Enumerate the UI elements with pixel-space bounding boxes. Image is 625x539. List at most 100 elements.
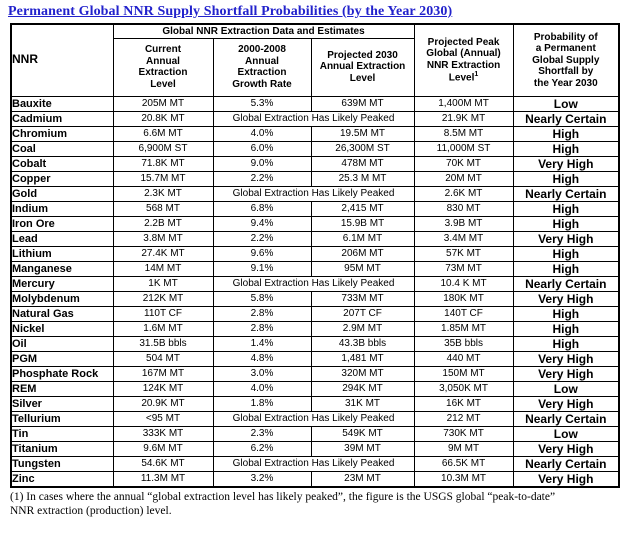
growth-rate-cell: 6.8%	[212, 200, 312, 217]
table-row: REM 124K MT 4.0% 294K MT 3,050K MT Low	[10, 380, 620, 397]
probability-cell: Very High	[512, 230, 620, 247]
peak-extraction-cell: 9M MT	[413, 440, 514, 457]
peak-extraction-cell: 35B bbls	[413, 335, 514, 352]
current-extraction-cell: 71.8K MT	[112, 155, 214, 172]
nnr-name-cell: Tellurium	[10, 410, 114, 427]
footnote-marker: 1	[474, 71, 479, 79]
table-row: Indium 568 MT 6.8% 2,415 MT 830 MT High	[10, 200, 620, 217]
table-row: Copper 15.7M MT 2.2% 25.3 M MT 20M MT High	[10, 170, 620, 187]
current-extraction-cell: 31.5B bbls	[112, 335, 214, 352]
projected-2030-cell: 320M MT	[310, 365, 415, 382]
probability-cell: Very High	[512, 350, 620, 367]
column-header-peak-label: Projected Peak Global (Annual) NNR Extra…	[426, 36, 501, 84]
probability-cell: Nearly Certain	[512, 185, 620, 202]
column-header-nnr: NNR	[10, 23, 114, 97]
probability-cell: High	[512, 215, 620, 232]
probability-cell: Very High	[512, 365, 620, 382]
table-row: Mercury 1K MT Global Extraction Has Likely…	[10, 275, 620, 292]
table-row: Natural Gas 110T CF 2.8% 207T CF 140T CF High	[10, 305, 620, 322]
projected-2030-cell: 206M MT	[310, 245, 415, 262]
current-extraction-cell: 11.3M MT	[112, 470, 214, 487]
growth-rate-cell: 2.8%	[212, 305, 312, 322]
table-row: Zinc 11.3M MT 3.2% 23M MT 10.3M MT Very High	[10, 470, 620, 487]
nnr-name-cell: Iron Ore	[10, 215, 114, 232]
current-extraction-cell: 2.3K MT	[112, 185, 214, 202]
nnr-name-cell: Tin	[10, 425, 114, 442]
growth-rate-cell: 5.3%	[212, 95, 312, 112]
projected-2030-cell: 43.3B bbls	[310, 335, 415, 352]
projected-2030-cell: 95M MT	[310, 260, 415, 277]
nnr-name-cell: Molybdenum	[10, 290, 114, 307]
table-row: PGM 504 MT 4.8% 1,481 MT 440 MT Very High	[10, 350, 620, 367]
peak-extraction-cell: 1.85M MT	[413, 320, 514, 337]
probability-cell: Very High	[512, 290, 620, 307]
projected-2030-cell: 26,300M ST	[310, 140, 415, 157]
table-row: Manganese 14M MT 9.1% 95M MT 73M MT High	[10, 260, 620, 277]
probability-cell: Nearly Certain	[512, 110, 620, 127]
growth-rate-cell: 1.8%	[212, 395, 312, 412]
growth-rate-cell: 2.2%	[212, 230, 312, 247]
probability-cell: Very High	[512, 155, 620, 172]
projected-2030-cell: 549K MT	[310, 425, 415, 442]
projected-2030-cell: 733M MT	[310, 290, 415, 307]
peak-extraction-cell: 3.9B MT	[413, 215, 514, 232]
nnr-shortfall-table: NNR Global NNR Extraction Data and Estim…	[10, 23, 621, 488]
peaked-note-cell: Global Extraction Has Likely Peaked	[212, 275, 415, 292]
peak-extraction-cell: 11,000M ST	[413, 140, 514, 157]
projected-2030-cell: 639M MT	[310, 95, 415, 112]
current-extraction-cell: 333K MT	[112, 425, 214, 442]
nnr-name-cell: Bauxite	[10, 95, 114, 112]
peak-extraction-cell: 730K MT	[413, 425, 514, 442]
peaked-note-cell: Global Extraction Has Likely Peaked	[212, 110, 415, 127]
peak-extraction-cell: 20M MT	[413, 170, 514, 187]
table-row: Tin 333K MT 2.3% 549K MT 730K MT Low	[10, 425, 620, 442]
document-page: Permanent Global NNR Supply Shortfall Pr…	[8, 4, 621, 517]
table-body: Bauxite 205M MT 5.3% 639M MT 1,400M MT Low Cad…	[10, 95, 620, 487]
table-row: Oil 31.5B bbls 1.4% 43.3B bbls 35B bbls High	[10, 335, 620, 352]
growth-rate-cell: 6.0%	[212, 140, 312, 157]
table-row: Lead 3.8M MT 2.2% 6.1M MT 3.4M MT Very High	[10, 230, 620, 247]
column-group-header: Global NNR Extraction Data and Estimates	[112, 23, 415, 39]
current-extraction-cell: 212K MT	[112, 290, 214, 307]
current-extraction-cell: 15.7M MT	[112, 170, 214, 187]
probability-cell: High	[512, 320, 620, 337]
peak-extraction-cell: 16K MT	[413, 395, 514, 412]
probability-cell: High	[512, 305, 620, 322]
table-row: Tungsten 54.6K MT Global Extraction Has Li…	[10, 455, 620, 472]
projected-2030-cell: 2,415 MT	[310, 200, 415, 217]
projected-2030-cell: 207T CF	[310, 305, 415, 322]
projected-2030-cell: 19.5M MT	[310, 125, 415, 142]
growth-rate-cell: 4.0%	[212, 125, 312, 142]
nnr-name-cell: Indium	[10, 200, 114, 217]
nnr-name-cell: Silver	[10, 395, 114, 412]
current-extraction-cell: 27.4K MT	[112, 245, 214, 262]
nnr-name-cell: Titanium	[10, 440, 114, 457]
probability-cell: High	[512, 245, 620, 262]
table-row: Cadmium 20.8K MT Global Extraction Has Lik…	[10, 110, 620, 127]
table-row: Lithium 27.4K MT 9.6% 206M MT 57K MT High	[10, 245, 620, 262]
peak-extraction-cell: 1,400M MT	[413, 95, 514, 112]
peaked-note-cell: Global Extraction Has Likely Peaked	[212, 410, 415, 427]
table-row: Coal 6,900M ST 6.0% 26,300M ST 11,000M ST Hig…	[10, 140, 620, 157]
growth-rate-cell: 1.4%	[212, 335, 312, 352]
peak-extraction-cell: 440 MT	[413, 350, 514, 367]
peak-extraction-cell: 3,050K MT	[413, 380, 514, 397]
current-extraction-cell: 6.6M MT	[112, 125, 214, 142]
current-extraction-cell: 9.6M MT	[112, 440, 214, 457]
peak-extraction-cell: 8.5M MT	[413, 125, 514, 142]
table-row: Chromium 6.6M MT 4.0% 19.5M MT 8.5M MT High	[10, 125, 620, 142]
current-extraction-cell: 14M MT	[112, 260, 214, 277]
peak-extraction-cell: 140T CF	[413, 305, 514, 322]
table-row: Bauxite 205M MT 5.3% 639M MT 1,400M MT Low	[10, 95, 620, 112]
nnr-name-cell: Lead	[10, 230, 114, 247]
growth-rate-cell: 9.0%	[212, 155, 312, 172]
probability-cell: Low	[512, 425, 620, 442]
current-extraction-cell: 2.2B MT	[112, 215, 214, 232]
current-extraction-cell: 54.6K MT	[112, 455, 214, 472]
probability-cell: High	[512, 200, 620, 217]
nnr-name-cell: Chromium	[10, 125, 114, 142]
growth-rate-cell: 2.3%	[212, 425, 312, 442]
projected-2030-cell: 15.9B MT	[310, 215, 415, 232]
probability-cell: High	[512, 170, 620, 187]
peak-extraction-cell: 10.3M MT	[413, 470, 514, 487]
